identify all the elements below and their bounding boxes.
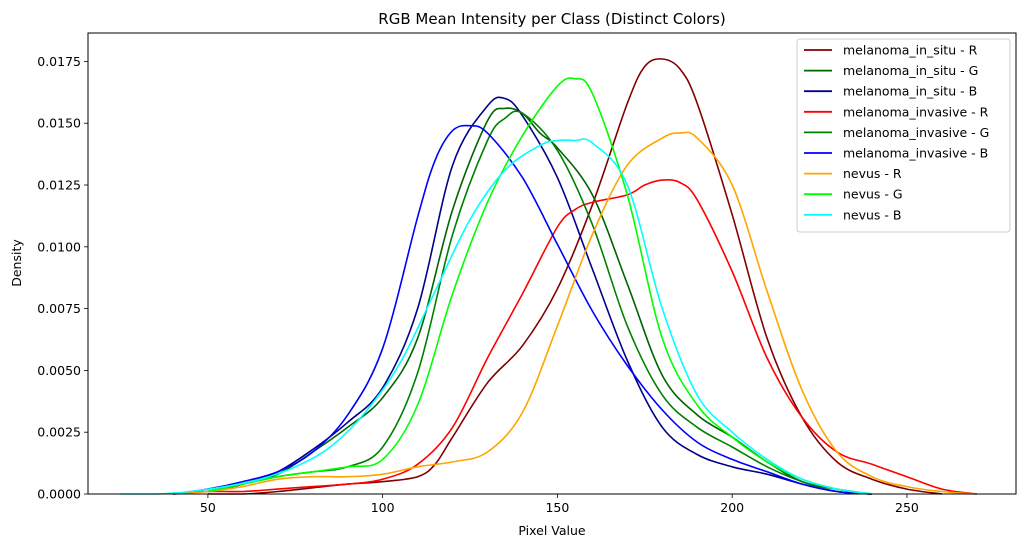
x-tick-label: 50 <box>200 500 216 515</box>
series-line-2 <box>207 96 873 495</box>
plot-frame <box>87 32 1017 495</box>
legend-label: melanoma_invasive - G <box>843 125 989 140</box>
legend-label: nevus - B <box>843 207 901 222</box>
y-tick-label: 0.0075 <box>37 301 81 316</box>
series-line-1 <box>207 107 873 495</box>
legend-label: melanoma_invasive - R <box>843 104 989 119</box>
x-tick-label: 150 <box>545 500 569 515</box>
y-axis-label: Density <box>9 239 24 287</box>
legend-label: melanoma_in_situ - G <box>843 63 978 78</box>
x-tick-label: 250 <box>895 500 919 515</box>
y-tick-label: 0.0100 <box>37 239 81 254</box>
series-line-3 <box>172 179 978 495</box>
series-line-4 <box>207 110 873 495</box>
legend-label: melanoma_invasive - B <box>843 146 988 161</box>
series-line-5 <box>172 124 873 495</box>
legend-label: melanoma_in_situ - R <box>843 43 978 58</box>
y-tick-label: 0.0175 <box>37 54 81 69</box>
x-tick-label: 200 <box>720 500 744 515</box>
y-tick-label: 0.0050 <box>37 363 81 378</box>
y-axis: 0.0000 0.0025 0.0050 0.0075 0.0100 0.0125 0.01… <box>37 54 88 502</box>
y-tick-label: 0.0000 <box>37 487 81 502</box>
legend-box <box>796 38 1011 233</box>
legend-label: nevus - G <box>843 187 903 202</box>
series-line-6 <box>172 131 977 495</box>
series-line-7 <box>207 77 873 495</box>
legend: melanoma_in_situ - R melanoma_in_situ - G… <box>796 38 1011 233</box>
y-tick-label: 0.0025 <box>37 425 81 440</box>
series-line-8 <box>120 138 873 495</box>
y-tick-label: 0.0150 <box>37 116 81 131</box>
legend-label: nevus - R <box>843 166 902 181</box>
x-axis: 50 100 150 200 250 <box>200 494 919 515</box>
plot-lines <box>120 58 978 495</box>
x-tick-label: 100 <box>371 500 395 515</box>
chart-title: RGB Mean Intensity per Class (Distinct C… <box>378 10 725 28</box>
x-axis-label: Pixel Value <box>518 523 586 538</box>
legend-label: melanoma_in_situ - B <box>843 84 977 99</box>
y-tick-label: 0.0125 <box>37 178 81 193</box>
